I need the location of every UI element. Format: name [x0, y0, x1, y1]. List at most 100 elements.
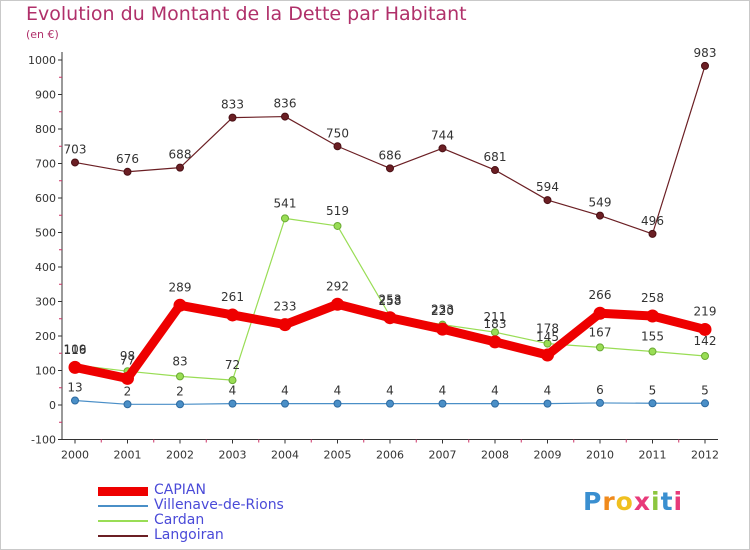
x-tick-label: 2003 — [219, 449, 247, 462]
legend-swatch — [98, 486, 148, 496]
data-label-capian: 220 — [431, 304, 454, 318]
data-label-cardan: 541 — [274, 196, 297, 210]
data-label-cardan: 258 — [379, 294, 402, 308]
data-point-cardan — [543, 339, 552, 348]
data-point-villenave-de-rions — [648, 399, 657, 408]
data-point-capian — [121, 371, 134, 385]
logo-letter: i — [673, 487, 684, 516]
y-tick-label: 1000 — [28, 54, 56, 67]
data-label-villenave-de-rions: 13 — [67, 381, 82, 395]
x-tick-label: 2002 — [166, 449, 194, 462]
legend-swatch — [98, 535, 148, 537]
y-tick-label: 800 — [35, 123, 56, 136]
x-tick-label: 2004 — [271, 449, 299, 462]
data-label-villenave-de-rions: 4 — [281, 384, 289, 398]
legend-label: Langoiran — [154, 527, 224, 543]
data-label-villenave-de-rions: 2 — [176, 384, 184, 398]
x-tick-label: 2000 — [61, 449, 89, 462]
y-tick-label: 300 — [35, 296, 56, 309]
data-point-capian — [541, 348, 554, 362]
data-point-capian — [646, 309, 659, 323]
data-label-capian: 266 — [589, 288, 612, 302]
x-tick-label: 2012 — [691, 449, 719, 462]
data-label-cardan: 167 — [589, 325, 612, 339]
data-point-villenave-de-rions — [543, 399, 552, 408]
y-tick-label: 100 — [35, 365, 56, 378]
data-label-capian: 253 — [379, 293, 402, 307]
x-tick-label: 2010 — [586, 449, 614, 462]
x-tick-label: 2011 — [639, 449, 667, 462]
y-tick-label: 700 — [35, 158, 56, 171]
x-tick-label: 2008 — [481, 449, 509, 462]
data-label-cardan: 178 — [536, 322, 559, 336]
x-tick-label: 2006 — [376, 449, 404, 462]
data-point-villenave-de-rions — [228, 399, 237, 408]
logo-letter: t — [660, 487, 674, 516]
data-label-cardan: 98 — [120, 349, 135, 363]
legend-swatch — [98, 520, 148, 522]
x-tick-label: 2005 — [324, 449, 352, 462]
data-label-villenave-de-rions: 4 — [229, 384, 237, 398]
data-point-villenave-de-rions — [491, 399, 499, 408]
data-point-langoiran — [281, 112, 289, 121]
data-point-cardan — [333, 221, 342, 230]
data-point-langoiran — [648, 229, 657, 238]
data-label-langoiran: 681 — [484, 150, 507, 164]
logo-letter: o — [615, 487, 634, 516]
data-label-langoiran: 750 — [326, 126, 349, 140]
data-label-villenave-de-rions: 4 — [334, 384, 342, 398]
data-point-langoiran — [596, 211, 604, 220]
data-label-capian: 289 — [169, 280, 192, 294]
data-point-cardan — [596, 343, 604, 352]
x-tick-label: 2007 — [429, 449, 457, 462]
data-label-langoiran: 676 — [116, 152, 139, 166]
y-tick-label: 900 — [35, 89, 56, 102]
data-point-langoiran — [176, 163, 184, 172]
data-point-langoiran — [71, 158, 79, 167]
y-tick-label: 500 — [35, 227, 56, 240]
data-point-capian — [436, 322, 449, 336]
data-point-villenave-de-rions — [596, 398, 604, 407]
data-label-villenave-de-rions: 2 — [124, 384, 132, 398]
data-point-villenave-de-rions — [701, 399, 709, 408]
data-label-capian: 109 — [64, 342, 87, 356]
data-point-capian — [173, 298, 187, 312]
data-point-capian — [331, 297, 344, 311]
data-point-villenave-de-rions — [386, 399, 394, 408]
data-point-cardan — [281, 214, 289, 223]
data-label-capian: 292 — [326, 279, 349, 293]
data-label-langoiran: 983 — [694, 46, 717, 60]
data-point-langoiran — [123, 167, 132, 176]
data-point-villenave-de-rions — [71, 396, 79, 405]
y-tick-label: 0 — [49, 399, 56, 412]
data-label-langoiran: 703 — [64, 142, 87, 156]
data-label-langoiran: 833 — [221, 98, 244, 112]
data-point-cardan — [228, 376, 237, 385]
data-point-langoiran — [491, 166, 499, 175]
data-point-capian — [68, 360, 82, 374]
data-label-villenave-de-rions: 4 — [491, 384, 499, 398]
x-tick-label: 2009 — [534, 449, 562, 462]
data-point-capian — [698, 322, 712, 336]
data-label-cardan: 72 — [225, 358, 240, 372]
data-label-capian: 219 — [694, 304, 717, 318]
data-label-capian: 258 — [641, 291, 664, 305]
y-tick-label: -100 — [31, 434, 56, 447]
data-point-langoiran — [228, 113, 237, 122]
legend-label: Villenave-de-Rions — [154, 497, 284, 513]
data-point-capian — [488, 335, 502, 349]
data-label-cardan: 116 — [64, 343, 87, 357]
y-tick-label: 600 — [35, 192, 56, 205]
data-label-villenave-de-rions: 4 — [544, 384, 552, 398]
data-label-capian: 145 — [536, 330, 559, 344]
logo-letter: r — [602, 487, 616, 516]
data-label-cardan: 211 — [484, 310, 507, 324]
data-label-langoiran: 688 — [169, 148, 192, 162]
data-label-cardan: 233 — [431, 303, 454, 317]
chart-subtitle: (en €) — [26, 28, 59, 41]
logo-letter: P — [583, 487, 603, 516]
data-point-villenave-de-rions — [176, 400, 184, 409]
data-label-cardan: 83 — [172, 354, 187, 368]
